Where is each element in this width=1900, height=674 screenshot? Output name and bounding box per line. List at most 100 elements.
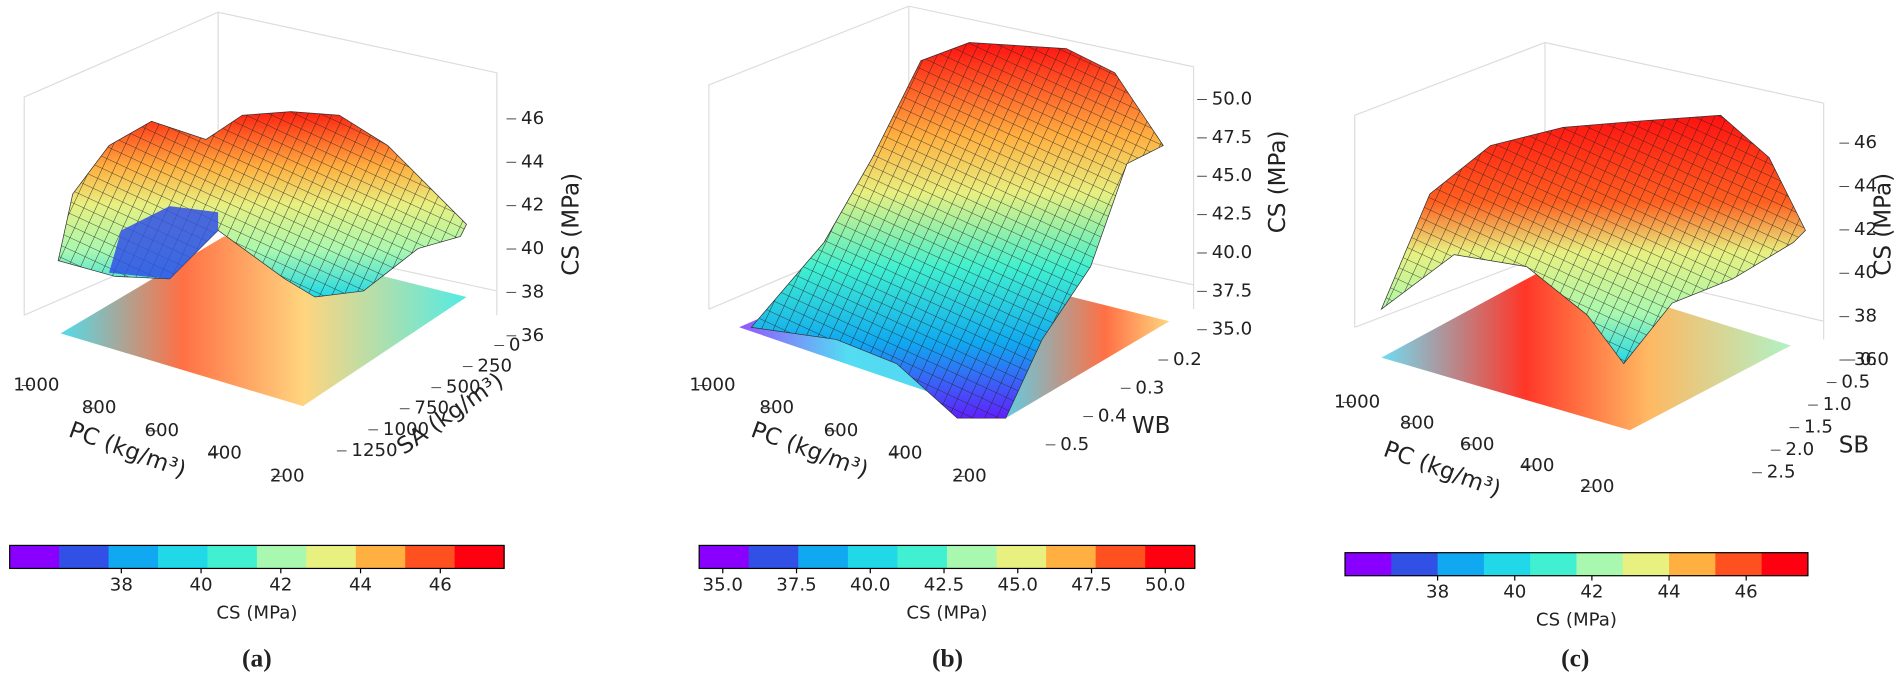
y-tick-label: 1250 bbox=[351, 440, 397, 461]
x-tick-label: 1000 bbox=[689, 374, 735, 395]
colorbar-segment bbox=[1622, 552, 1670, 576]
y-tick-label: 0.5 bbox=[1060, 434, 1089, 455]
colorbar-segment bbox=[1483, 552, 1531, 576]
z-tick-label: 46 bbox=[1854, 132, 1877, 153]
colorbar-tick-label: 46 bbox=[429, 574, 452, 595]
colorbar-segment bbox=[1761, 552, 1809, 576]
y-tick-label: 0.3 bbox=[1135, 377, 1164, 398]
colorbar-segment bbox=[1715, 552, 1763, 576]
colorbar-frame bbox=[698, 544, 1196, 570]
z-tick-label: 40 bbox=[1854, 262, 1877, 283]
colorbar-segment bbox=[699, 545, 750, 569]
panel-label: (b) bbox=[932, 643, 963, 672]
y-axis-label: WB bbox=[1132, 413, 1171, 439]
colorbar-tick-label: 46 bbox=[1735, 582, 1758, 603]
z-tick-label: 45.0 bbox=[1212, 165, 1252, 186]
z-tick-label: 44 bbox=[1854, 176, 1877, 197]
colorbar-tick-label: 50.0 bbox=[1145, 574, 1185, 595]
x-tick-label: 800 bbox=[1400, 413, 1435, 434]
x-tick-label: 200 bbox=[270, 465, 305, 486]
colorbar-segment bbox=[996, 545, 1047, 569]
z-tick-label: 40.0 bbox=[1212, 242, 1252, 263]
y-tick-label: 1.0 bbox=[1823, 394, 1852, 415]
z-tick-label: 42 bbox=[521, 195, 544, 216]
x-tick-label: 600 bbox=[144, 420, 179, 441]
y-tick-label: 0.4 bbox=[1098, 406, 1127, 427]
colorbar-tick-label: 45.0 bbox=[998, 574, 1038, 595]
colorbar-segment bbox=[748, 545, 799, 569]
y-tick-label: 2.0 bbox=[1785, 439, 1814, 460]
colorbar-segment bbox=[1345, 552, 1392, 576]
colorbar-tick-label: 40 bbox=[1503, 582, 1526, 603]
z-tick-label: 46 bbox=[521, 108, 544, 129]
colorbar-segment bbox=[1530, 552, 1578, 576]
panel-label: (a) bbox=[242, 643, 272, 672]
colorbar-tick-label: 42.5 bbox=[924, 574, 964, 595]
y-tick-label: 0 bbox=[509, 334, 521, 355]
x-tick-label: 600 bbox=[824, 420, 859, 441]
x-tick-label: 400 bbox=[1520, 455, 1555, 476]
x-tick-label: 800 bbox=[82, 397, 117, 418]
colorbar-segment bbox=[256, 545, 307, 569]
z-tick-label: 47.5 bbox=[1212, 127, 1252, 148]
x-tick-label: 200 bbox=[952, 465, 987, 486]
colorbar-segment bbox=[1576, 552, 1624, 576]
z-tick-label: 36 bbox=[521, 325, 544, 346]
colorbar-segment bbox=[798, 545, 849, 569]
y-tick-label: 0.0 bbox=[1860, 349, 1889, 370]
colorbar-segment bbox=[847, 545, 899, 569]
z-tick-label: 35.0 bbox=[1212, 319, 1252, 340]
y-axis-label: SB bbox=[1839, 433, 1869, 459]
x-tick-label: 1000 bbox=[13, 374, 59, 395]
colorbar-segment bbox=[1095, 545, 1146, 569]
colorbar-segment bbox=[1145, 545, 1196, 569]
colorbar-frame bbox=[9, 544, 505, 570]
z-axis-label: CS (MPa) bbox=[558, 173, 584, 276]
colorbar-label: CS (MPa) bbox=[216, 602, 297, 623]
colorbar-tick-label: 38 bbox=[110, 574, 133, 595]
x-tick-label: 200 bbox=[1580, 476, 1615, 497]
panel-label: (c) bbox=[1561, 643, 1589, 672]
colorbar-label: CS (MPa) bbox=[1536, 610, 1617, 631]
y-tick-label: 0.5 bbox=[1841, 372, 1870, 393]
x-tick-label: 800 bbox=[759, 397, 794, 418]
colorbar-label: CS (MPa) bbox=[906, 602, 987, 623]
x-tick-label: 600 bbox=[1460, 434, 1495, 455]
colorbar-segment bbox=[1669, 552, 1716, 576]
z-tick-label: 37.5 bbox=[1212, 280, 1252, 301]
y-tick-label: 750 bbox=[414, 398, 449, 419]
colorbar-segment bbox=[897, 545, 948, 569]
z-tick-label: 50.0 bbox=[1212, 89, 1252, 110]
surfaces bbox=[57, 42, 1806, 419]
colorbar-tick-label: 40 bbox=[190, 574, 213, 595]
colorbar-segment bbox=[108, 545, 159, 569]
colorbar-segment bbox=[454, 545, 505, 569]
z-tick-label: 42.5 bbox=[1212, 204, 1252, 225]
x-tick-label: 400 bbox=[207, 443, 242, 464]
z-tick-label: 38 bbox=[521, 281, 544, 302]
x-tick-label: 400 bbox=[888, 443, 923, 464]
colorbar-tick-label: 44 bbox=[349, 574, 372, 595]
z-tick-label: 38 bbox=[1854, 306, 1877, 327]
colorbar-frame bbox=[1344, 552, 1809, 577]
colorbar-tick-label: 40.0 bbox=[850, 574, 890, 595]
colorbar-segment bbox=[946, 545, 998, 569]
y-tick-label: 500 bbox=[446, 377, 481, 398]
colorbar-segment bbox=[306, 545, 357, 569]
colorbar-tick-label: 37.5 bbox=[776, 574, 816, 595]
colorbar-segment bbox=[1391, 552, 1439, 576]
colorbar-tick-label: 38 bbox=[1426, 582, 1449, 603]
y-tick-label: 2.5 bbox=[1767, 462, 1796, 483]
colorbar-segment bbox=[1437, 552, 1485, 576]
x-tick-label: 1000 bbox=[1334, 391, 1380, 412]
z-tick-label: 44 bbox=[521, 151, 544, 172]
z-tick-label: 36 bbox=[1854, 349, 1877, 370]
z-tick-label: 42 bbox=[1854, 219, 1877, 240]
colorbar-segment bbox=[158, 545, 209, 569]
colorbar-segment bbox=[207, 545, 258, 569]
colorbar-tick-label: 44 bbox=[1657, 582, 1680, 603]
y-tick-label: 1000 bbox=[383, 419, 429, 440]
y-tick-label: 0.2 bbox=[1173, 349, 1202, 370]
y-tick-label: 1.5 bbox=[1804, 417, 1833, 438]
